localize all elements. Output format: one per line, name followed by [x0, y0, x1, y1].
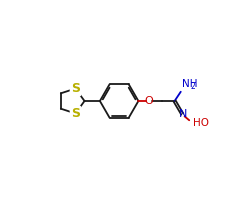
Text: S: S — [71, 107, 80, 120]
Text: O: O — [145, 96, 154, 106]
Text: N: N — [179, 109, 187, 119]
Text: NH: NH — [182, 79, 198, 89]
Text: 2: 2 — [191, 82, 196, 91]
Text: HO: HO — [193, 118, 209, 128]
Text: S: S — [71, 82, 80, 95]
